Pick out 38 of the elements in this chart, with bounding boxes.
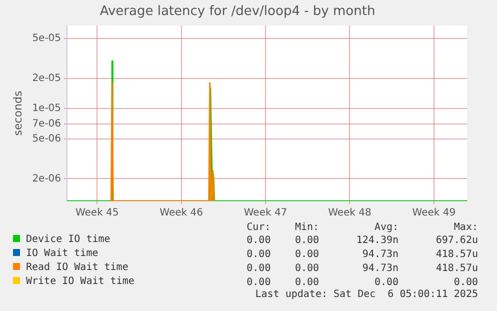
text: 0.00: [294, 248, 320, 261]
y-tick-label: 1e-05: [32, 103, 62, 114]
chart-title: Average latency for /dev/loop4 - by month: [100, 4, 376, 20]
text: 0.00: [246, 248, 272, 261]
text: 124.39n: [355, 234, 400, 247]
legend-label: Write IO Wait time: [25, 275, 136, 289]
text: Last update: Sat Dec 6 05:00:11 2025: [254, 289, 479, 300]
text: Min:: [294, 222, 320, 233]
text: 418.57u: [434, 262, 479, 275]
legend-label: Device IO time: [25, 233, 112, 247]
text: Max:: [452, 222, 479, 233]
x-tick-label: Week 49: [412, 208, 456, 219]
legend-label: IO Wait time: [25, 247, 100, 261]
text: 0.00: [452, 276, 479, 289]
y-tick-label: 5e-05: [32, 32, 62, 44]
x-tick-label: Week 47: [244, 208, 288, 219]
y-tick-label: 2e-06: [32, 173, 62, 184]
text: Avg:: [373, 222, 400, 233]
text: 0.00: [246, 276, 272, 289]
text: 94.73n: [361, 262, 400, 275]
y-tick-label: 7e-06: [32, 118, 62, 130]
text: Cur:: [246, 222, 272, 233]
y-axis-title: seconds: [11, 90, 24, 136]
x-tick-label: Week 45: [75, 208, 119, 219]
text: 697.62u: [434, 234, 479, 247]
y-tick-label: 2e-05: [32, 72, 62, 84]
text: 0.00: [246, 234, 272, 247]
text: 0.00: [246, 262, 272, 275]
y-tick-label: 5e-06: [32, 133, 62, 144]
x-tick-label: Week 48: [328, 208, 372, 219]
text: 0.00: [294, 234, 320, 247]
text: 0.00: [294, 276, 320, 289]
text: 0.00: [373, 276, 400, 289]
text: 94.73n: [361, 248, 400, 261]
text: 0.00: [294, 262, 320, 275]
x-tick-label: Week 46: [160, 208, 203, 219]
legend-label: Read IO Wait time: [25, 261, 130, 275]
text: 418.57u: [434, 248, 479, 261]
